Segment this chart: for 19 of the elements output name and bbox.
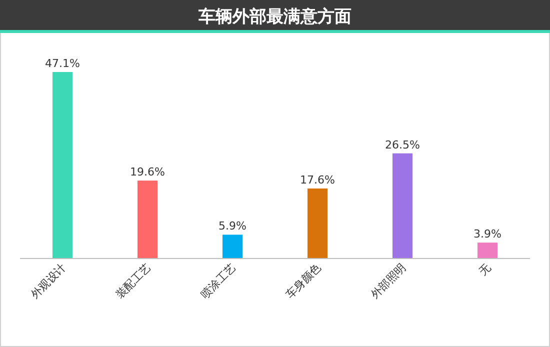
data-label: 3.9%: [474, 228, 502, 241]
bar: [308, 188, 328, 258]
x-tick-label: 喷涂工艺: [198, 260, 239, 302]
x-tick-label: 无: [476, 260, 494, 278]
chart-title: 车辆外部最满意方面: [198, 7, 352, 27]
data-label: 26.5%: [385, 138, 420, 152]
bar: [478, 242, 498, 258]
x-tick-label: 外观设计: [28, 260, 69, 302]
data-label: 5.9%: [218, 220, 246, 233]
x-tick-label: 装配工艺: [113, 260, 154, 302]
data-label: 17.6%: [300, 173, 335, 186]
bar: [392, 153, 412, 258]
x-tick-label: 车身颜色: [283, 260, 324, 302]
bar: [138, 180, 158, 258]
bar: [52, 72, 72, 258]
data-label: 19.6%: [130, 166, 165, 179]
data-label: 47.1%: [45, 57, 80, 70]
bar: [222, 234, 242, 258]
x-tick-label: 外部照明: [368, 260, 409, 302]
